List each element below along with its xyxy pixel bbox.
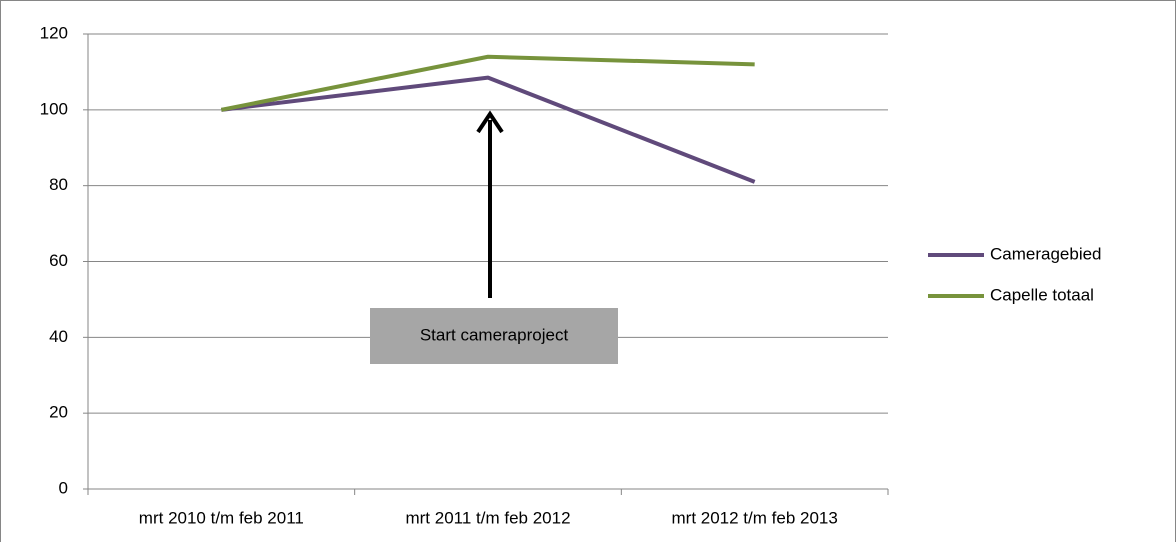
arrow-head — [476, 110, 504, 134]
x-tick-label: mrt 2010 t/m feb 2011 — [139, 508, 304, 527]
y-tick-label: 120 — [40, 23, 68, 42]
y-tick-label: 40 — [49, 327, 68, 346]
series-line — [221, 75, 756, 184]
legend-label: Cameragebied — [990, 244, 1102, 263]
y-tick-label: 20 — [49, 403, 68, 422]
x-tick-label: mrt 2011 t/m feb 2012 — [405, 508, 570, 527]
annotation-box — [370, 308, 618, 364]
y-tick-label: 0 — [59, 478, 68, 497]
y-tick-label: 80 — [49, 175, 68, 194]
y-tick-label: 60 — [49, 251, 68, 270]
series-line — [220, 54, 755, 112]
y-tick-label: 100 — [40, 99, 68, 118]
legend-label: Capelle totaal — [990, 285, 1094, 304]
marks — [220, 54, 756, 184]
x-tick-label: mrt 2012 t/m feb 2013 — [672, 508, 838, 527]
annotation: Start cameraproject — [420, 325, 569, 344]
